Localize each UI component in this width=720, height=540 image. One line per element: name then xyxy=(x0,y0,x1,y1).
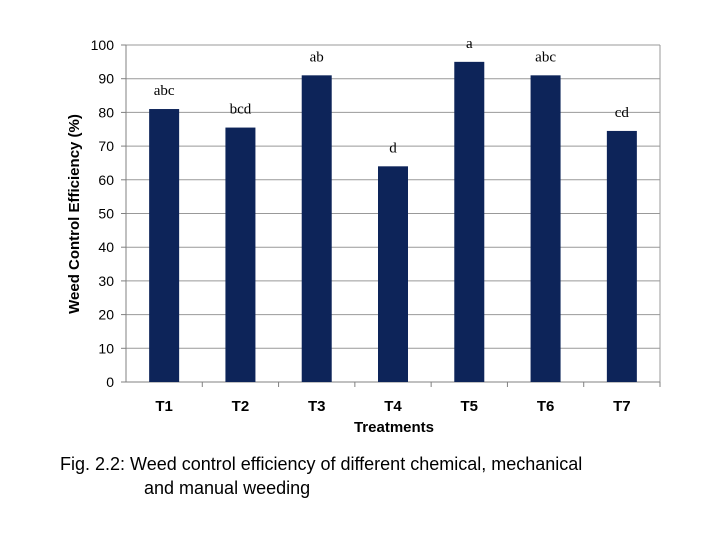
figure-caption: Fig. 2.2: Weed control efficiency of dif… xyxy=(60,452,710,500)
y-tick-label: 50 xyxy=(98,206,114,222)
significance-label: abc xyxy=(535,49,556,65)
x-tick-label: T7 xyxy=(613,398,631,415)
caption-line-1: Fig. 2.2: Weed control efficiency of dif… xyxy=(60,454,583,474)
bar-t1 xyxy=(149,109,180,382)
significance-label: ab xyxy=(310,49,324,65)
bar-t3 xyxy=(301,75,332,382)
y-tick-label: 90 xyxy=(98,71,114,87)
y-tick-label: 60 xyxy=(98,172,114,188)
x-tick-label: T1 xyxy=(155,398,173,415)
bar-t5 xyxy=(454,61,485,382)
significance-label: abc xyxy=(154,83,175,99)
significance-label: a xyxy=(466,36,473,52)
bar-t4 xyxy=(378,166,408,382)
significance-label: d xyxy=(389,140,397,156)
bar-t6 xyxy=(530,75,561,382)
x-tick-label: T4 xyxy=(384,398,402,415)
bar-chart: 0 10 20 30 40 50 60 70 80 90 100 T1 abc T2 bcd T3 ab T4 d T… xyxy=(66,36,661,436)
x-tick-label: T3 xyxy=(308,398,326,415)
y-tick-label: 100 xyxy=(91,37,115,53)
y-tick-label: 0 xyxy=(106,374,114,390)
y-tick-label: 10 xyxy=(98,340,114,356)
x-tick-label: T2 xyxy=(232,398,250,415)
y-tick-label: 70 xyxy=(98,138,114,154)
x-tick-label: T5 xyxy=(461,398,479,415)
bars xyxy=(149,61,637,382)
y-tick-label: 80 xyxy=(98,104,114,120)
y-tick-label: 40 xyxy=(98,239,114,255)
y-axis-title: Weed Control Efficiency (%) xyxy=(66,114,83,314)
bar-t7 xyxy=(606,130,637,382)
y-tick-label: 30 xyxy=(98,273,114,289)
caption-line-2: and manual weeding xyxy=(144,478,311,498)
y-tick-label: 20 xyxy=(98,307,114,323)
labels: 0 10 20 30 40 50 60 70 80 90 100 T1 abc T2 bcd T3 ab T4 d T… xyxy=(91,36,631,415)
x-axis-title: Treatments xyxy=(354,419,434,436)
bar-t2 xyxy=(225,127,256,382)
significance-label: cd xyxy=(615,105,630,121)
x-tick-label: T6 xyxy=(537,398,555,415)
significance-label: bcd xyxy=(230,102,252,118)
